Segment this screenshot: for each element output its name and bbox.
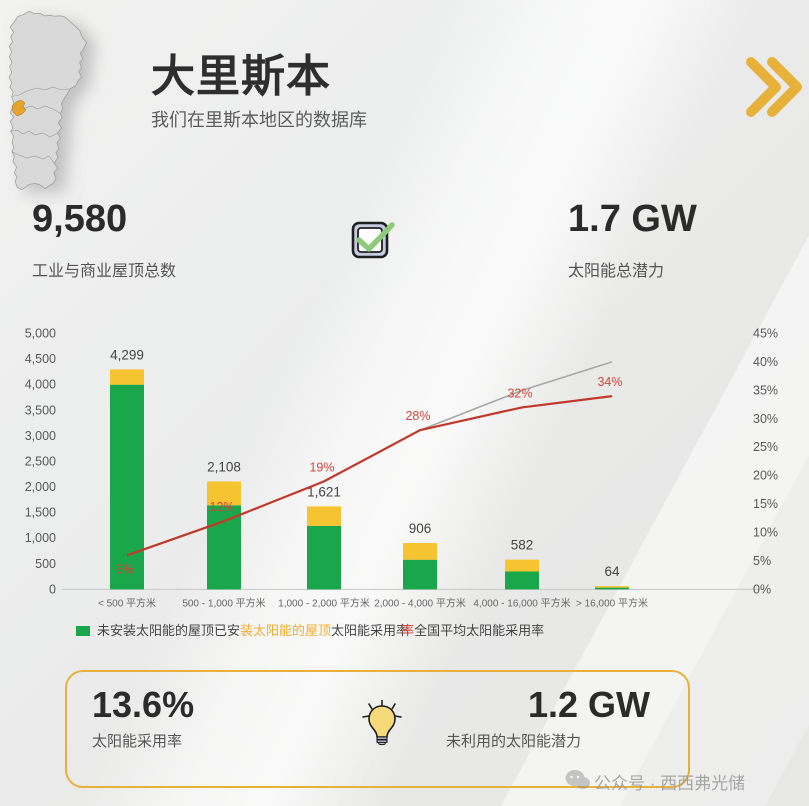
svg-text:3,000: 3,000	[25, 429, 56, 443]
svg-text:40%: 40%	[753, 355, 778, 369]
svg-text:4,500: 4,500	[25, 352, 56, 366]
svg-text:2,000 - 4,000 平方米: 2,000 - 4,000 平方米	[374, 596, 466, 609]
svg-text:30%: 30%	[753, 412, 778, 426]
svg-text:45%: 45%	[753, 327, 778, 341]
svg-text:1,000: 1,000	[25, 531, 56, 545]
svg-text:6%: 6%	[116, 562, 134, 576]
svg-text:1,000 - 2,000 平方米: 1,000 - 2,000 平方米	[278, 596, 370, 609]
svg-text:34%: 34%	[597, 375, 622, 389]
svg-text:5%: 5%	[753, 554, 771, 568]
svg-text:19%: 19%	[309, 460, 334, 474]
svg-text:3,500: 3,500	[25, 403, 56, 417]
svg-text:15%: 15%	[753, 497, 778, 511]
svg-text:< 500 平方米: < 500 平方米	[98, 596, 156, 609]
svg-text:0: 0	[49, 582, 56, 596]
svg-text:35%: 35%	[753, 383, 778, 397]
svg-text:32%: 32%	[507, 386, 532, 400]
svg-text:500 - 1,000 平方米: 500 - 1,000 平方米	[182, 596, 265, 609]
svg-text:4,000 - 16,000 平方米: 4,000 - 16,000 平方米	[473, 596, 570, 609]
svg-text:2,500: 2,500	[25, 454, 56, 468]
svg-text:20%: 20%	[753, 469, 778, 483]
svg-text:582: 582	[511, 538, 534, 553]
svg-text:> 16,000 平方米: > 16,000 平方米	[576, 596, 648, 609]
svg-text:2,000: 2,000	[25, 480, 56, 494]
svg-text:4,299: 4,299	[110, 347, 144, 362]
svg-text:0%: 0%	[753, 582, 771, 596]
svg-text:500: 500	[35, 557, 56, 571]
svg-text:64: 64	[604, 564, 620, 579]
svg-text:906: 906	[409, 521, 432, 536]
svg-text:12%: 12%	[209, 500, 234, 514]
svg-text:28%: 28%	[405, 409, 430, 423]
svg-text:1,500: 1,500	[25, 506, 56, 520]
svg-text:4,000: 4,000	[25, 378, 56, 392]
svg-text:10%: 10%	[753, 526, 778, 540]
svg-text:2,108: 2,108	[207, 460, 241, 475]
svg-text:25%: 25%	[753, 440, 778, 454]
svg-text:5,000: 5,000	[25, 327, 56, 341]
